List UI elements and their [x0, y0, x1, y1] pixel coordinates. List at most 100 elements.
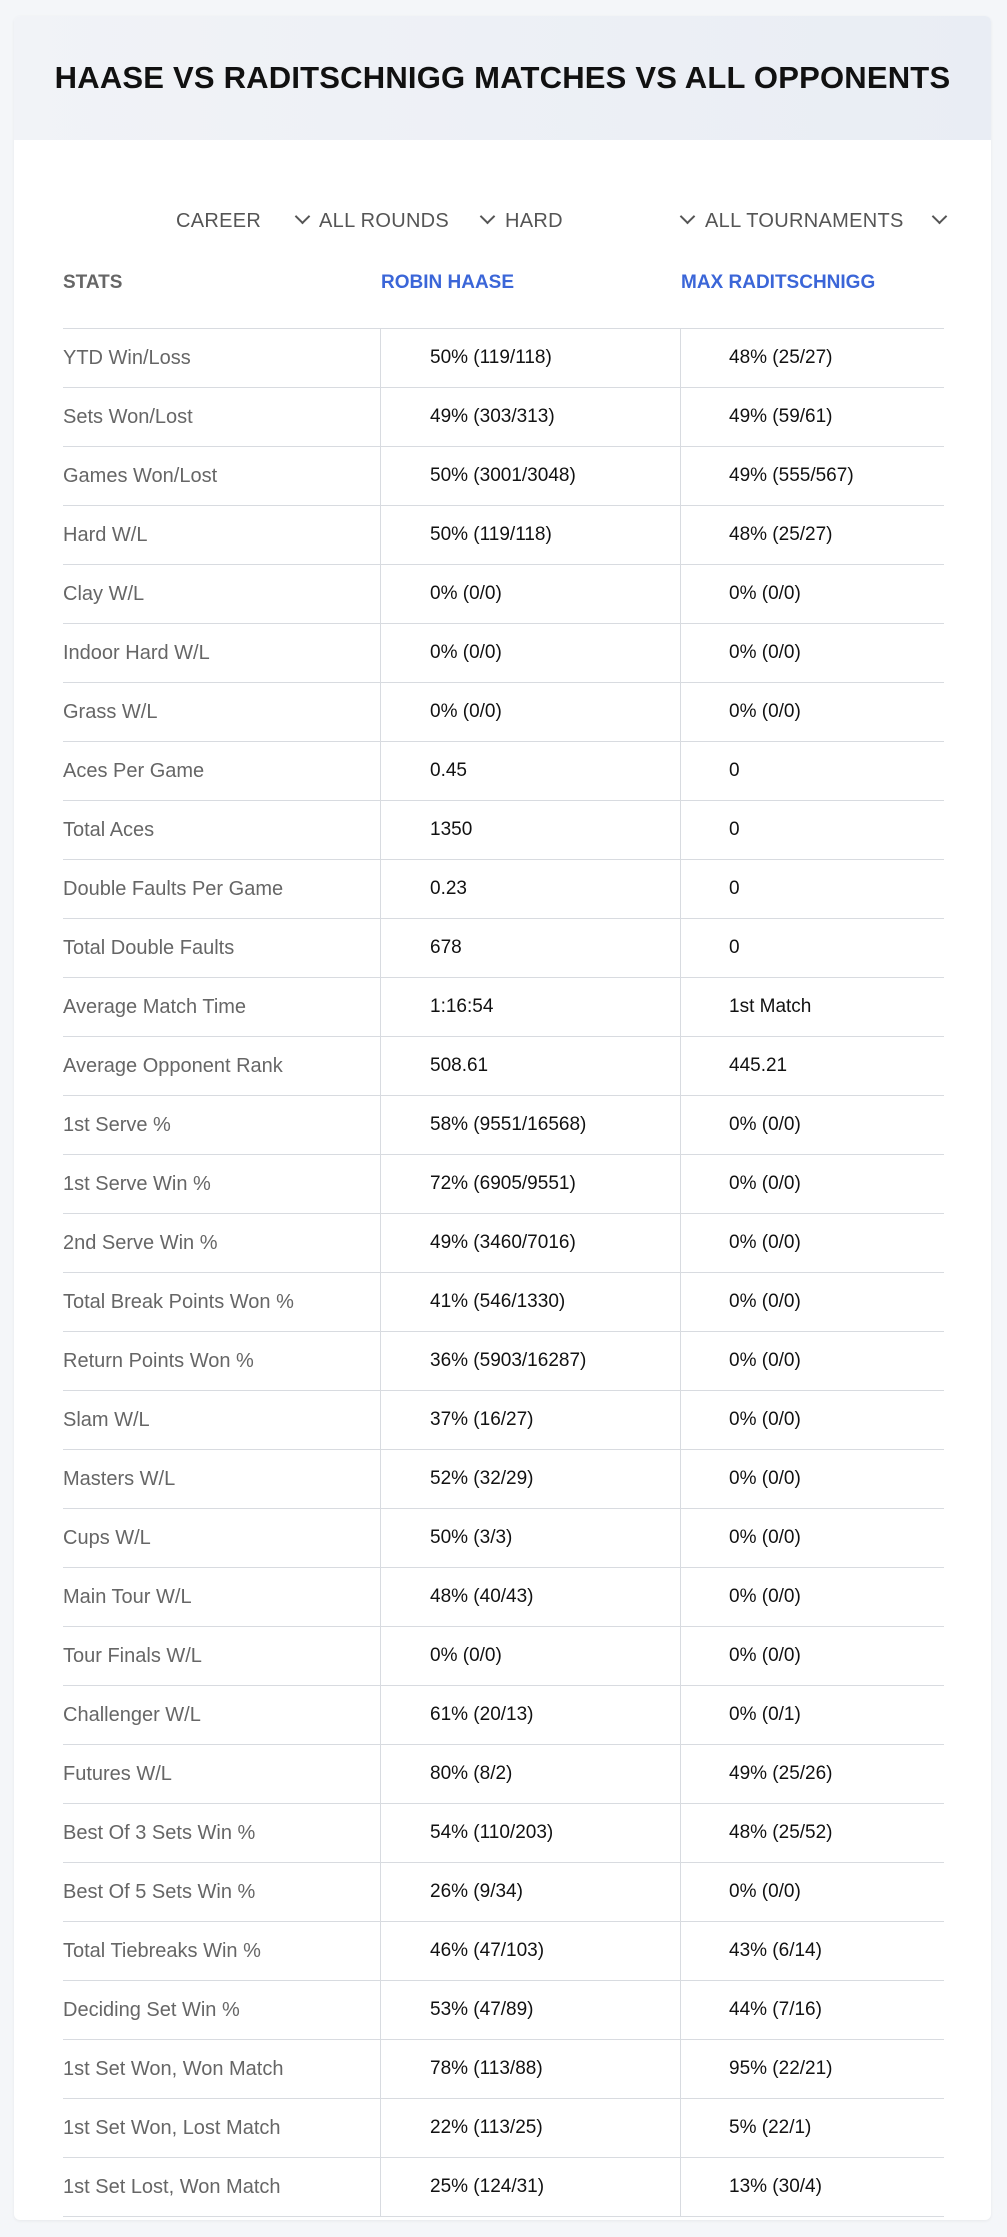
player2-value: 445.21 [729, 1055, 788, 1076]
player2-value: 95% (22/21) [729, 2058, 833, 2079]
surface-select[interactable]: HARD [505, 191, 697, 251]
player2-value: 49% (555/567) [729, 465, 854, 486]
table-row: Clay W/L 0% (0/0) 0% (0/0) [63, 565, 944, 624]
player2-value: 49% (59/61) [729, 406, 833, 427]
player1-value: 26% (9/34) [430, 1881, 523, 1902]
player2-value: 0% (0/0) [729, 1409, 801, 1430]
table-row: Hard W/L 50% (119/118) 48% (25/27) [63, 506, 944, 565]
player1-value: 25% (124/31) [430, 2176, 545, 2197]
stat-label: 1st Set Won, Lost Match [63, 2116, 281, 2139]
table-row: 1st Serve % 58% (9551/16568) 0% (0/0) [63, 1096, 944, 1155]
stat-label: Cups W/L [63, 1526, 151, 1549]
table-row: Double Faults Per Game 0.23 0 [63, 860, 944, 919]
player1-value: 50% (3/3) [430, 1527, 513, 1548]
stat-label: Average Opponent Rank [63, 1054, 283, 1077]
chevron-down-icon [931, 208, 948, 225]
table-row: Sets Won/Lost 49% (303/313) 49% (59/61) [63, 388, 944, 447]
player2-value: 0% (0/0) [729, 1527, 801, 1548]
player1-value: 678 [430, 937, 462, 958]
stat-label: Games Won/Lost [63, 464, 218, 487]
stat-label: Grass W/L [63, 700, 158, 723]
table-row: 2nd Serve Win % 49% (3460/7016) 0% (0/0) [63, 1214, 944, 1273]
stat-label: 1st Serve Win % [63, 1172, 211, 1195]
table-row: YTD Win/Loss 50% (119/118) 48% (25/27) [63, 329, 944, 388]
player1-value: 78% (113/88) [430, 2058, 543, 2079]
player2-value: 0 [729, 760, 740, 781]
period-select-value: CAREER [176, 209, 262, 232]
rounds-select[interactable]: ALL ROUNDS [319, 191, 496, 251]
player1-value: 0% (0/0) [430, 701, 502, 722]
player1-value: 54% (110/203) [430, 1822, 554, 1843]
player2-value: 0% (0/0) [729, 1881, 801, 1902]
stat-label: Total Double Faults [63, 936, 235, 959]
tournaments-select-value: ALL TOURNAMENTS [705, 209, 904, 232]
tournaments-select[interactable]: ALL TOURNAMENTS [705, 191, 950, 251]
player2-value: 0% (0/0) [729, 1173, 801, 1194]
player1-value: 36% (5903/16287) [430, 1350, 587, 1371]
player2-value: 0% (0/0) [729, 1468, 801, 1489]
table-row: Slam W/L 37% (16/27) 0% (0/0) [63, 1391, 944, 1450]
table-row: Aces Per Game 0.45 0 [63, 742, 944, 801]
player1-value: 1350 [430, 819, 473, 840]
player1-value: 48% (40/43) [430, 1586, 534, 1607]
player1-value: 49% (303/313) [430, 406, 555, 427]
player2-value: 5% (22/1) [729, 2117, 812, 2138]
player2-value: 43% (6/14) [729, 1940, 822, 1961]
player2-value: 44% (7/16) [729, 1999, 822, 2020]
stat-label: Aces Per Game [63, 759, 205, 782]
table-body: YTD Win/Loss 50% (119/118) 48% (25/27) Sets… [63, 329, 944, 2217]
player1-column-header[interactable]: ROBIN HAASE [381, 272, 515, 293]
player1-value: 61% (20/13) [430, 1704, 534, 1725]
player2-value: 0% (0/0) [729, 1114, 801, 1135]
player2-value: 0% (0/0) [729, 1645, 801, 1666]
player1-value: 0% (0/0) [430, 583, 502, 604]
player2-value: 0% (0/0) [729, 1232, 801, 1253]
rounds-select-value: ALL ROUNDS [319, 209, 450, 232]
stat-label: Sets Won/Lost [63, 405, 193, 428]
stat-label: Masters W/L [63, 1467, 176, 1490]
stat-label: 1st Set Won, Won Match [63, 2057, 284, 2080]
table-header: STATS ROBIN HAASE MAX RADITSCHNIGG [63, 251, 944, 329]
player2-value: 13% (30/4) [729, 2176, 822, 2197]
stat-label: 2nd Serve Win % [63, 1231, 218, 1254]
player1-value: 0% (0/0) [430, 1645, 502, 1666]
player1-value: 58% (9551/16568) [430, 1114, 587, 1135]
player2-value: 0 [729, 878, 740, 899]
table-row: Best Of 5 Sets Win % 26% (9/34) 0% (0/0) [63, 1863, 944, 1922]
stat-label: 1st Set Lost, Won Match [63, 2175, 281, 2198]
table-row: Games Won/Lost 50% (3001/3048) 49% (555/56… [63, 447, 944, 506]
column-divider [680, 328, 681, 2216]
stat-label: Double Faults Per Game [63, 877, 284, 900]
stat-label: YTD Win/Loss [63, 346, 191, 369]
player2-value: 0% (0/0) [729, 1586, 801, 1607]
player1-value: 41% (546/1330) [430, 1291, 566, 1312]
stat-label: Tour Finals W/L [63, 1644, 202, 1667]
table-row: Grass W/L 0% (0/0) 0% (0/0) [63, 683, 944, 742]
stat-label: Main Tour W/L [63, 1585, 192, 1608]
table-row: Cups W/L 50% (3/3) 0% (0/0) [63, 1509, 944, 1568]
player1-value: 72% (6905/9551) [430, 1173, 576, 1194]
table-row: Futures W/L 80% (8/2) 49% (25/26) [63, 1745, 944, 1804]
chevron-down-icon [479, 208, 496, 225]
stat-label: Indoor Hard W/L [63, 641, 210, 664]
stat-label: Challenger W/L [63, 1703, 201, 1726]
table-row: 1st Set Won, Won Match 78% (113/88) 95% (2… [63, 2040, 944, 2099]
stat-label: Total Aces [63, 818, 155, 841]
table-row: Deciding Set Win % 53% (47/89) 44% (7/16) [63, 1981, 944, 2040]
table-row: Main Tour W/L 48% (40/43) 0% (0/0) [63, 1568, 944, 1627]
player2-value: 48% (25/27) [729, 524, 833, 545]
stat-label: 1st Serve % [63, 1113, 171, 1136]
table-row: Best Of 3 Sets Win % 54% (110/203) 48% (25… [63, 1804, 944, 1863]
player2-value: 0% (0/0) [729, 1350, 801, 1371]
filter-bar: CAREER ALL ROUNDS HARD ALL TOURNAMENTS [14, 191, 991, 251]
player1-value: 50% (119/118) [430, 347, 552, 368]
player2-value: 0% (0/0) [729, 1291, 801, 1312]
player1-value: 80% (8/2) [430, 1763, 513, 1784]
card-header: HAASE VS RADITSCHNIGG MATCHES VS ALL OPP… [14, 16, 991, 140]
player2-value: 0% (0/0) [729, 642, 801, 663]
player1-value: 50% (119/118) [430, 524, 552, 545]
player2-column-header[interactable]: MAX RADITSCHNIGG [681, 272, 876, 293]
table-row: Total Break Points Won % 41% (546/1330) 0%… [63, 1273, 944, 1332]
period-select[interactable]: CAREER [176, 191, 312, 251]
stat-label: Return Points Won % [63, 1349, 254, 1372]
